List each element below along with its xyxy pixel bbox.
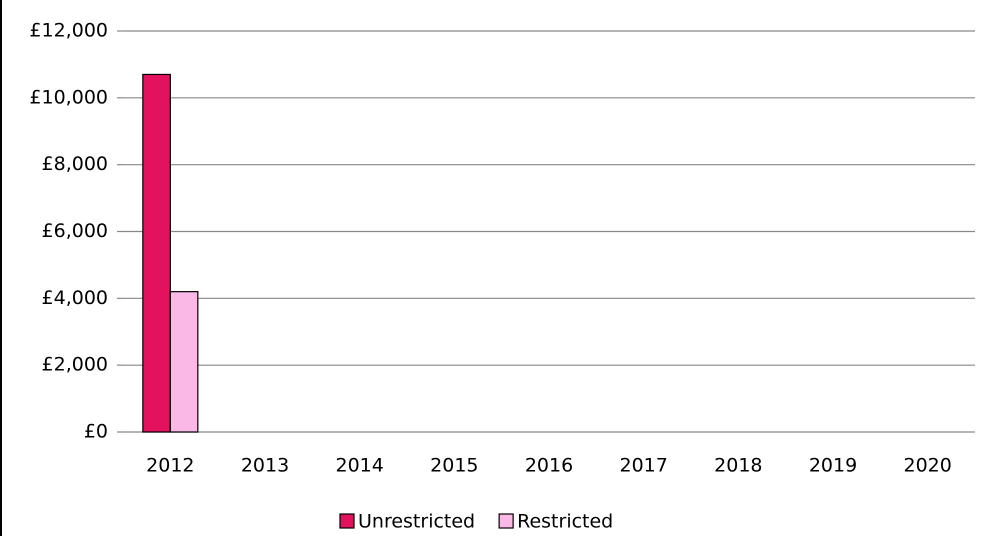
- x-tick-label: 2018: [714, 455, 762, 477]
- legend-label: Restricted: [517, 511, 613, 533]
- x-tick-label: 2020: [903, 455, 951, 477]
- y-tick-label: £2,000: [42, 354, 108, 376]
- x-tick-label: 2012: [146, 455, 194, 477]
- bar: [169, 291, 199, 433]
- x-tick-label: 2015: [430, 455, 478, 477]
- legend-swatch: [498, 513, 514, 529]
- legend-swatch: [339, 513, 355, 529]
- x-tick-label: 2014: [335, 455, 383, 477]
- y-tick-label: £8,000: [42, 153, 108, 175]
- legend-label: Unrestricted: [358, 511, 475, 533]
- y-tick-label: £10,000: [29, 86, 108, 108]
- y-tick-label: £6,000: [42, 220, 108, 242]
- x-tick-label: 2017: [619, 455, 667, 477]
- y-tick-label: £12,000: [29, 20, 108, 42]
- x-tick-label: 2019: [809, 455, 857, 477]
- y-tick-label: £0: [84, 421, 108, 443]
- x-tick-label: 2016: [525, 455, 573, 477]
- bar: [142, 73, 171, 433]
- x-tick-label: 2013: [241, 455, 289, 477]
- y-tick-label: £4,000: [42, 287, 108, 309]
